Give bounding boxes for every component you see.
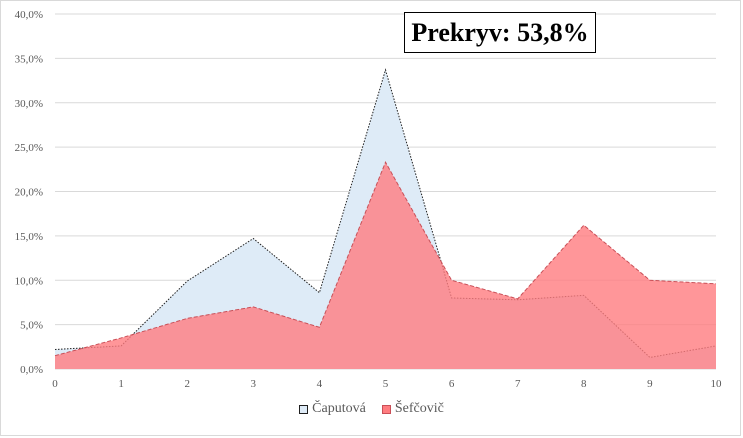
legend-swatch-sefcovic [381,404,391,414]
y-tick-label: 35,0% [15,53,43,65]
x-tick-label: 5 [383,378,389,390]
x-axis-ticks: 0 1 2 3 4 5 6 7 8 9 10 [52,378,722,390]
y-tick-label: 0,0% [20,364,43,376]
x-tick-label: 2 [184,378,190,390]
series-areas [54,68,717,369]
legend-item-sefcovic: Šefčovič [381,401,444,417]
x-tick-label: 4 [317,378,323,390]
x-tick-label: 6 [449,378,455,390]
y-tick-label: 15,0% [15,231,43,243]
y-tick-label: 10,0% [15,275,43,287]
x-tick-label: 3 [251,378,257,390]
y-tick-label: 20,0% [15,187,43,199]
y-tick-label: 5,0% [20,320,43,332]
y-tick-label: 25,0% [15,142,43,154]
series-line-1 [54,161,717,357]
legend: Čaputová Šefčovič [0,401,743,417]
x-tick-label: 7 [515,378,521,390]
x-tick-label: 8 [581,378,587,390]
y-tick-label: 30,0% [15,98,43,110]
x-tick-label: 10 [711,378,723,390]
legend-swatch-caputova [299,404,309,414]
x-tick-label: 1 [118,378,124,390]
x-tick-label: 9 [647,378,653,390]
y-axis-ticks: 0,0% 5,0% 10,0% 15,0% 20,0% 25,0% 30,0% 35,0% 40… [15,9,43,376]
overlap-annotation: Prekryv: 53,8% [404,12,596,53]
series-area-1 [55,162,716,369]
legend-label-sefcovic: Šefčovič [394,401,444,416]
legend-item-caputova: Čaputová [299,401,366,417]
legend-label-caputova: Čaputová [312,401,366,416]
overlap-annotation-text: Prekryv: 53,8% [411,17,589,47]
x-tick-label: 0 [52,378,58,390]
y-tick-label: 40,0% [15,9,43,21]
